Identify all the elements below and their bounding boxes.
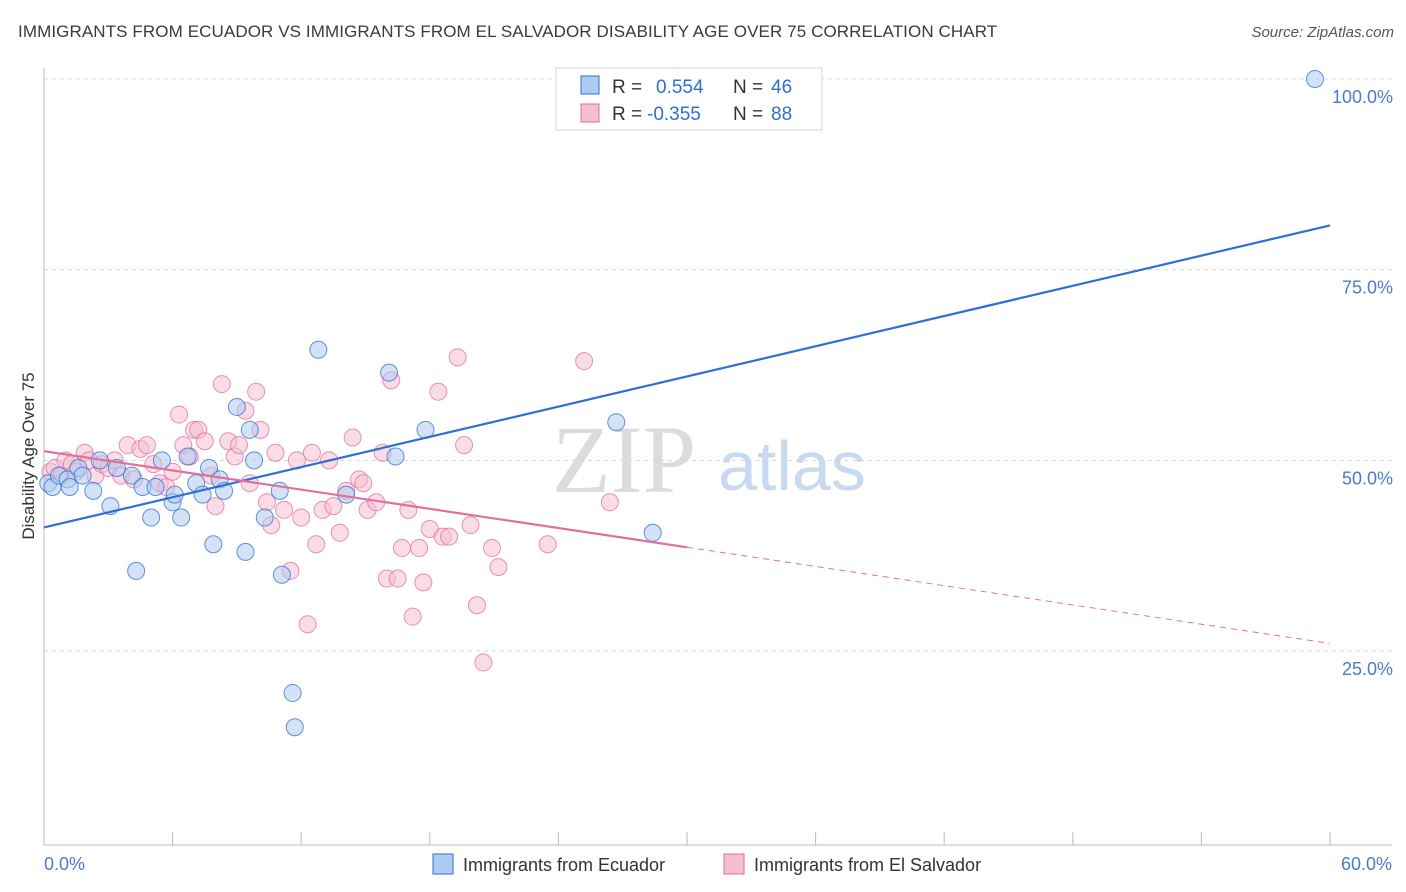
point-el-salvador xyxy=(212,375,231,394)
y-tick-labels: 100.0% 75.0% 50.0% 25.0% xyxy=(1332,87,1393,679)
point-el-salvador xyxy=(354,474,373,493)
series-el-salvador xyxy=(41,348,619,672)
point-el-salvador xyxy=(467,596,486,615)
point-el-salvador xyxy=(489,558,508,577)
point-ecuador xyxy=(227,397,246,416)
chart-title: IMMIGRANTS FROM ECUADOR VS IMMIGRANTS FR… xyxy=(18,22,998,41)
point-el-salvador xyxy=(330,523,349,542)
legend-n-value-ecuador: 46 xyxy=(771,77,792,98)
legend-r-value-salvador: -0.355 xyxy=(647,104,701,125)
point-ecuador xyxy=(1305,70,1324,88)
point-el-salvador xyxy=(448,348,467,367)
point-el-salvador xyxy=(410,539,429,558)
point-ecuador xyxy=(283,683,302,702)
point-ecuador xyxy=(272,565,291,584)
point-el-salvador xyxy=(343,428,362,447)
point-el-salvador xyxy=(461,516,480,535)
x-tick-label-min: 0.0% xyxy=(44,854,85,874)
y-tick-label: 50.0% xyxy=(1342,468,1393,488)
point-el-salvador xyxy=(538,535,557,554)
correlation-legend: R = 0.554 N = 46 R = -0.355 N = 88 xyxy=(555,67,823,131)
point-ecuador xyxy=(84,481,103,500)
point-el-salvador xyxy=(455,436,474,455)
legend-n-label-salvador: N = xyxy=(733,104,763,125)
point-el-salvador xyxy=(195,432,214,451)
point-el-salvador xyxy=(307,535,326,554)
point-ecuador xyxy=(172,508,191,527)
point-ecuador xyxy=(146,478,165,497)
trendlines xyxy=(43,224,1331,644)
point-el-salvador xyxy=(392,539,411,558)
point-ecuador xyxy=(240,420,259,439)
legend-r-value-ecuador: 0.554 xyxy=(656,77,704,98)
legend-box xyxy=(555,67,823,131)
point-el-salvador xyxy=(170,405,189,424)
point-el-salvador xyxy=(440,527,459,546)
point-el-salvador xyxy=(482,539,501,558)
trendline-ecuador xyxy=(43,224,1331,529)
point-el-salvador xyxy=(298,615,317,634)
point-el-salvador xyxy=(302,443,321,462)
y-tick-label: 100.0% xyxy=(1332,87,1393,107)
point-el-salvador xyxy=(266,443,285,462)
point-ecuador xyxy=(255,508,274,527)
point-ecuador xyxy=(204,535,223,554)
point-el-salvador xyxy=(414,573,433,592)
point-ecuador xyxy=(142,508,161,527)
point-ecuador xyxy=(73,466,92,485)
y-tick-label: 75.0% xyxy=(1342,278,1393,298)
bottom-legend-label-salvador: Immigrants from El Salvador xyxy=(754,855,981,875)
point-el-salvador xyxy=(275,500,294,519)
grid-lines xyxy=(44,78,1392,652)
point-ecuador xyxy=(236,542,255,561)
x-axis-ticks xyxy=(43,832,1331,845)
point-el-salvador xyxy=(575,352,594,371)
point-ecuador xyxy=(60,478,79,497)
point-ecuador xyxy=(245,451,264,470)
bottom-legend-swatch-salvador xyxy=(723,853,745,875)
legend-r-label-salvador: R = xyxy=(612,104,642,125)
series-legend: Immigrants from Ecuador Immigrants from … xyxy=(432,853,981,875)
point-ecuador xyxy=(285,718,304,737)
point-ecuador xyxy=(380,363,399,382)
x-tick-label-max: 60.0% xyxy=(1341,854,1392,874)
point-el-salvador xyxy=(206,497,225,516)
watermark-atlas: atlas xyxy=(718,427,866,505)
point-ecuador xyxy=(607,413,626,432)
point-el-salvador xyxy=(388,569,407,588)
y-tick-label: 25.0% xyxy=(1342,659,1393,679)
point-ecuador xyxy=(127,561,146,580)
point-el-salvador xyxy=(403,607,422,626)
legend-n-value-salvador: 88 xyxy=(771,104,792,125)
point-el-salvador xyxy=(137,436,156,455)
point-el-salvador xyxy=(292,508,311,527)
trendline-el-salvador-extension xyxy=(686,546,1331,644)
trendline-el-salvador xyxy=(43,450,688,549)
legend-r-label-ecuador: R = xyxy=(612,77,642,98)
point-ecuador xyxy=(178,447,197,466)
legend-swatch-salvador xyxy=(580,103,600,123)
legend-swatch-ecuador xyxy=(580,75,600,95)
point-ecuador xyxy=(643,523,662,542)
point-el-salvador xyxy=(247,382,266,401)
point-ecuador xyxy=(386,447,405,466)
y-axis-label: Disability Age Over 75 xyxy=(19,372,38,539)
point-ecuador xyxy=(122,466,141,485)
point-ecuador xyxy=(152,451,171,470)
source-label: Source: ZipAtlas.com xyxy=(1251,24,1394,41)
point-el-salvador xyxy=(429,382,448,401)
bottom-legend-swatch-ecuador xyxy=(432,853,454,875)
point-ecuador xyxy=(309,340,328,359)
point-el-salvador xyxy=(600,493,619,512)
series-ecuador xyxy=(39,70,1324,737)
legend-n-label-ecuador: N = xyxy=(733,77,763,98)
point-el-salvador xyxy=(230,436,249,455)
point-el-salvador xyxy=(324,497,343,516)
point-el-salvador xyxy=(474,653,493,672)
bottom-legend-label-ecuador: Immigrants from Ecuador xyxy=(463,855,665,875)
